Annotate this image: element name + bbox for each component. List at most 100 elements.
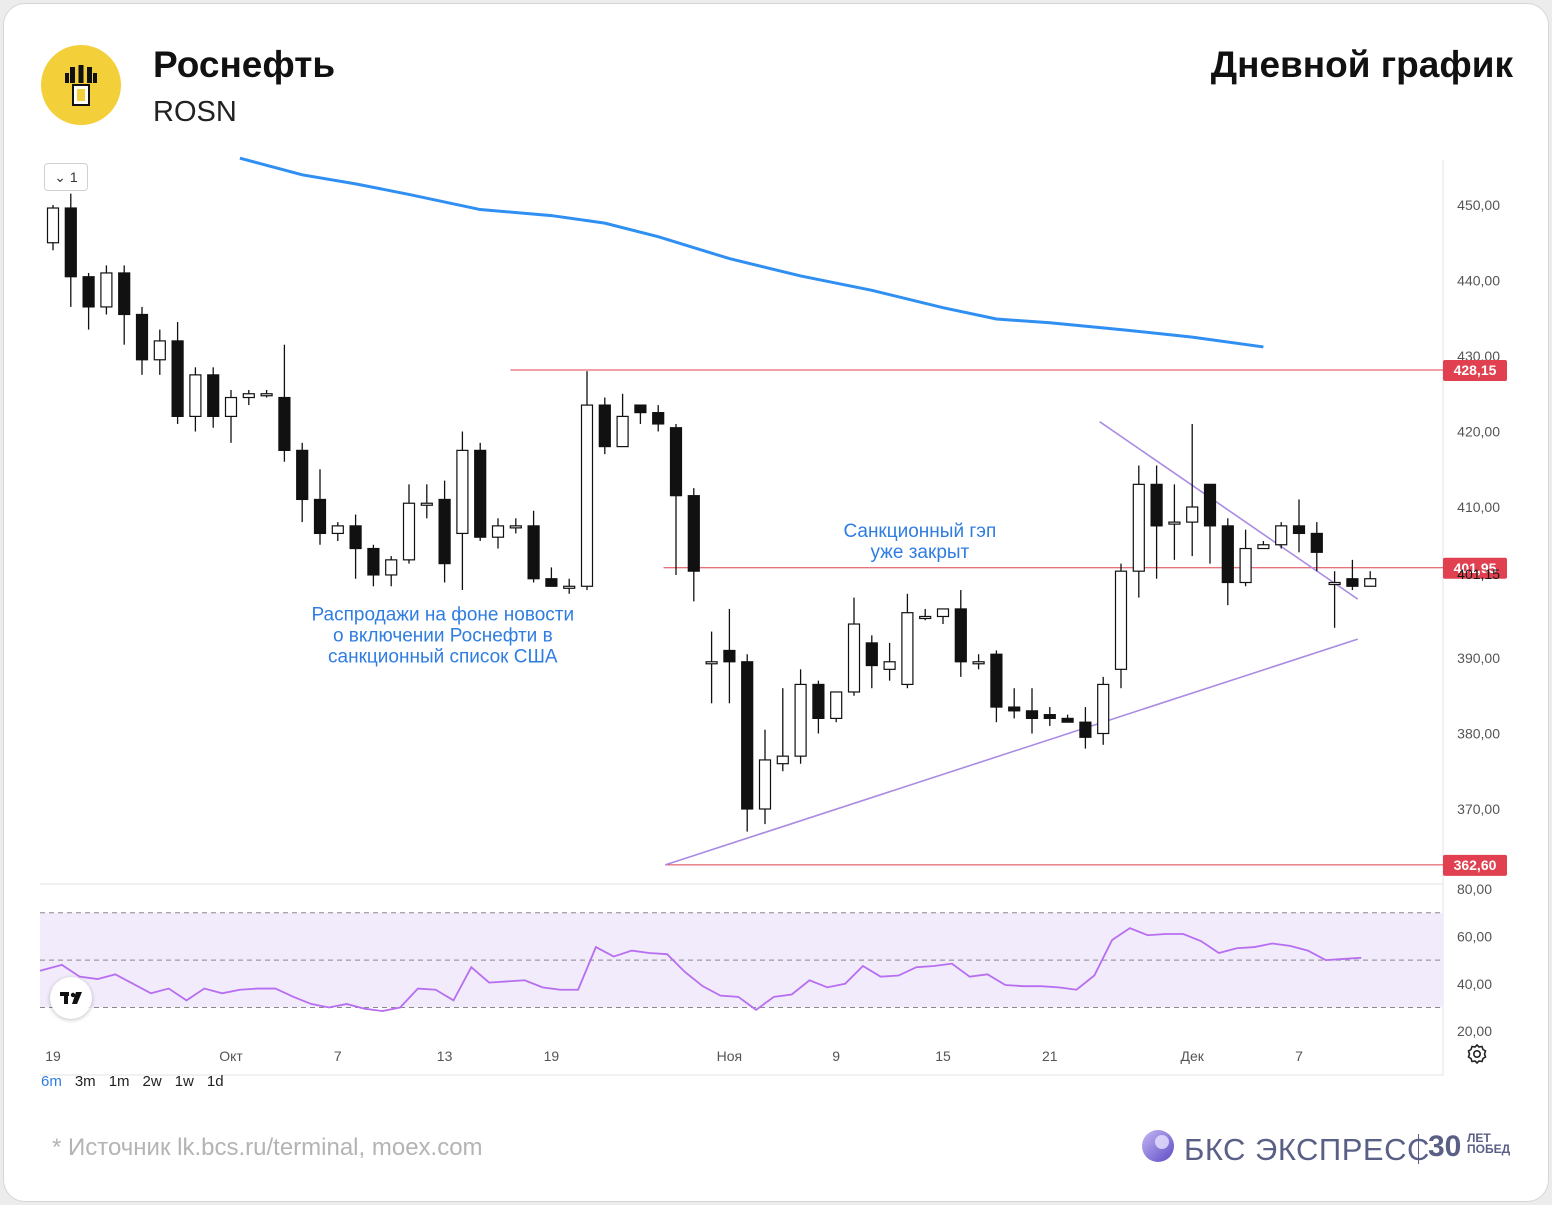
candle-body — [972, 661, 985, 665]
candle-body — [723, 649, 736, 663]
candle-body — [1239, 547, 1252, 584]
candle-body — [1132, 483, 1145, 572]
candle-body — [705, 661, 718, 665]
interval-value: 1 — [69, 169, 78, 185]
time-x-tick-label: 19 — [45, 1048, 61, 1064]
chart-annotation-text: Санкционный гэп — [843, 521, 996, 542]
time-x-tick-label: 19 — [544, 1048, 560, 1064]
candle-body — [207, 374, 220, 418]
trend-line — [1099, 421, 1359, 600]
candle-body — [954, 608, 967, 663]
brand-years-top: ЛЕТ — [1467, 1131, 1491, 1145]
candle-body — [278, 396, 291, 451]
level-price-badge — [1443, 359, 1507, 381]
time-x-tick-label: 13 — [437, 1048, 453, 1064]
source-footnote: * Источник lk.bcs.ru/terminal, moex.com — [52, 1134, 483, 1161]
range-selector: 6m 3m 1m 2w 1w 1d — [41, 1073, 237, 1090]
candle-body — [794, 683, 807, 757]
candle-body — [1150, 483, 1163, 527]
candle-body — [313, 498, 327, 535]
rosneft-logo — [41, 45, 121, 125]
company-name: Роснефть — [153, 44, 336, 85]
candle-body — [260, 393, 273, 397]
level-price-badge — [1443, 557, 1507, 579]
candle-body — [1203, 483, 1217, 527]
candle-body — [189, 374, 202, 418]
interval-selector[interactable]: ⌄ 1 — [44, 163, 88, 191]
range-button-1w[interactable]: 1w — [174, 1073, 194, 1090]
price-y-tick-label: 440,00 — [1457, 273, 1500, 289]
price-y-tick-label: 390,00 — [1457, 650, 1500, 666]
candle-body — [1310, 532, 1323, 553]
chart-annotation-text: уже закрыт — [870, 542, 969, 563]
chevron-down-icon: ⌄ — [54, 169, 67, 185]
candle-body — [919, 615, 932, 620]
candle-body — [100, 272, 113, 308]
bcs-brand: БКС ЭКСПРЕСС — [1140, 1128, 1429, 1168]
candle-body — [509, 525, 522, 529]
candle-body — [349, 525, 362, 550]
candle-body — [1008, 706, 1021, 712]
brand-separator — [1418, 1134, 1419, 1164]
candle-body — [812, 683, 825, 719]
candle-body — [296, 449, 309, 501]
candle-body — [64, 207, 77, 278]
brand-years: 30 — [1428, 1130, 1462, 1163]
candle-body — [1364, 578, 1377, 587]
level-price-badge — [1443, 854, 1507, 876]
range-button-1d[interactable]: 1d — [206, 1073, 224, 1090]
candle-body — [634, 404, 647, 414]
candle-body — [741, 661, 754, 810]
candle-body — [1221, 525, 1234, 584]
settings-gear-icon[interactable] — [1466, 1043, 1488, 1065]
candle-body — [883, 661, 896, 670]
time-x-tick-label: Ноя — [717, 1048, 742, 1064]
candle-body — [580, 404, 594, 587]
level-price-label: 428,15 — [1454, 362, 1497, 378]
candle-body — [402, 502, 416, 561]
candle-body — [1186, 506, 1199, 523]
candle-body — [1114, 570, 1128, 670]
chart-annotation-text: Распродажи на фоне новости — [312, 604, 575, 625]
candle-body — [171, 340, 184, 417]
tradingview-logo-icon[interactable] — [50, 977, 92, 1019]
candle-body — [545, 578, 558, 587]
brand-name: БКС ЭКСПРЕСС — [1184, 1132, 1430, 1167]
candle-body — [1292, 525, 1306, 535]
candle-body — [367, 547, 380, 576]
time-x-tick-label: 21 — [1042, 1048, 1058, 1064]
price-y-tick-label: 370,00 — [1457, 801, 1500, 817]
range-button-1m[interactable]: 1m — [108, 1073, 130, 1090]
candle-body — [616, 415, 629, 448]
candle-body — [901, 612, 914, 686]
time-x-tick-label: 7 — [334, 1048, 342, 1064]
candle-body — [830, 691, 843, 719]
candle-body — [1025, 710, 1039, 719]
trend-line — [665, 638, 1358, 866]
range-button-6m[interactable]: 6m — [41, 1073, 62, 1090]
candle-body — [669, 427, 683, 497]
brand-years-caption: ЛЕТ ПОБЕД — [1467, 1131, 1510, 1155]
candle-body — [936, 608, 950, 618]
range-button-2w[interactable]: 2w — [142, 1073, 162, 1090]
candle-body — [46, 207, 60, 244]
candle-body — [1168, 521, 1181, 525]
range-button-3m[interactable]: 3m — [74, 1073, 96, 1090]
current-price-label: 401,15 — [1457, 566, 1500, 582]
candle-body — [456, 449, 469, 535]
candle-body — [242, 393, 255, 399]
chart-annotation-text: о включении Роснефти в — [333, 625, 553, 646]
candle-body — [385, 559, 398, 576]
candle-body — [1061, 717, 1074, 723]
level-price-label: 362,60 — [1454, 857, 1497, 873]
price-y-tick-label: 410,00 — [1457, 499, 1500, 515]
candle-body — [865, 642, 878, 667]
price-y-tick-label: 450,00 — [1457, 197, 1500, 213]
moving-average-line — [239, 156, 1264, 349]
rsi-y-tick-label: 60,00 — [1457, 928, 1492, 944]
price-y-tick-label: 380,00 — [1457, 726, 1500, 742]
candle-body — [438, 498, 451, 565]
candle-body — [1043, 714, 1056, 719]
candle-body — [224, 396, 238, 417]
